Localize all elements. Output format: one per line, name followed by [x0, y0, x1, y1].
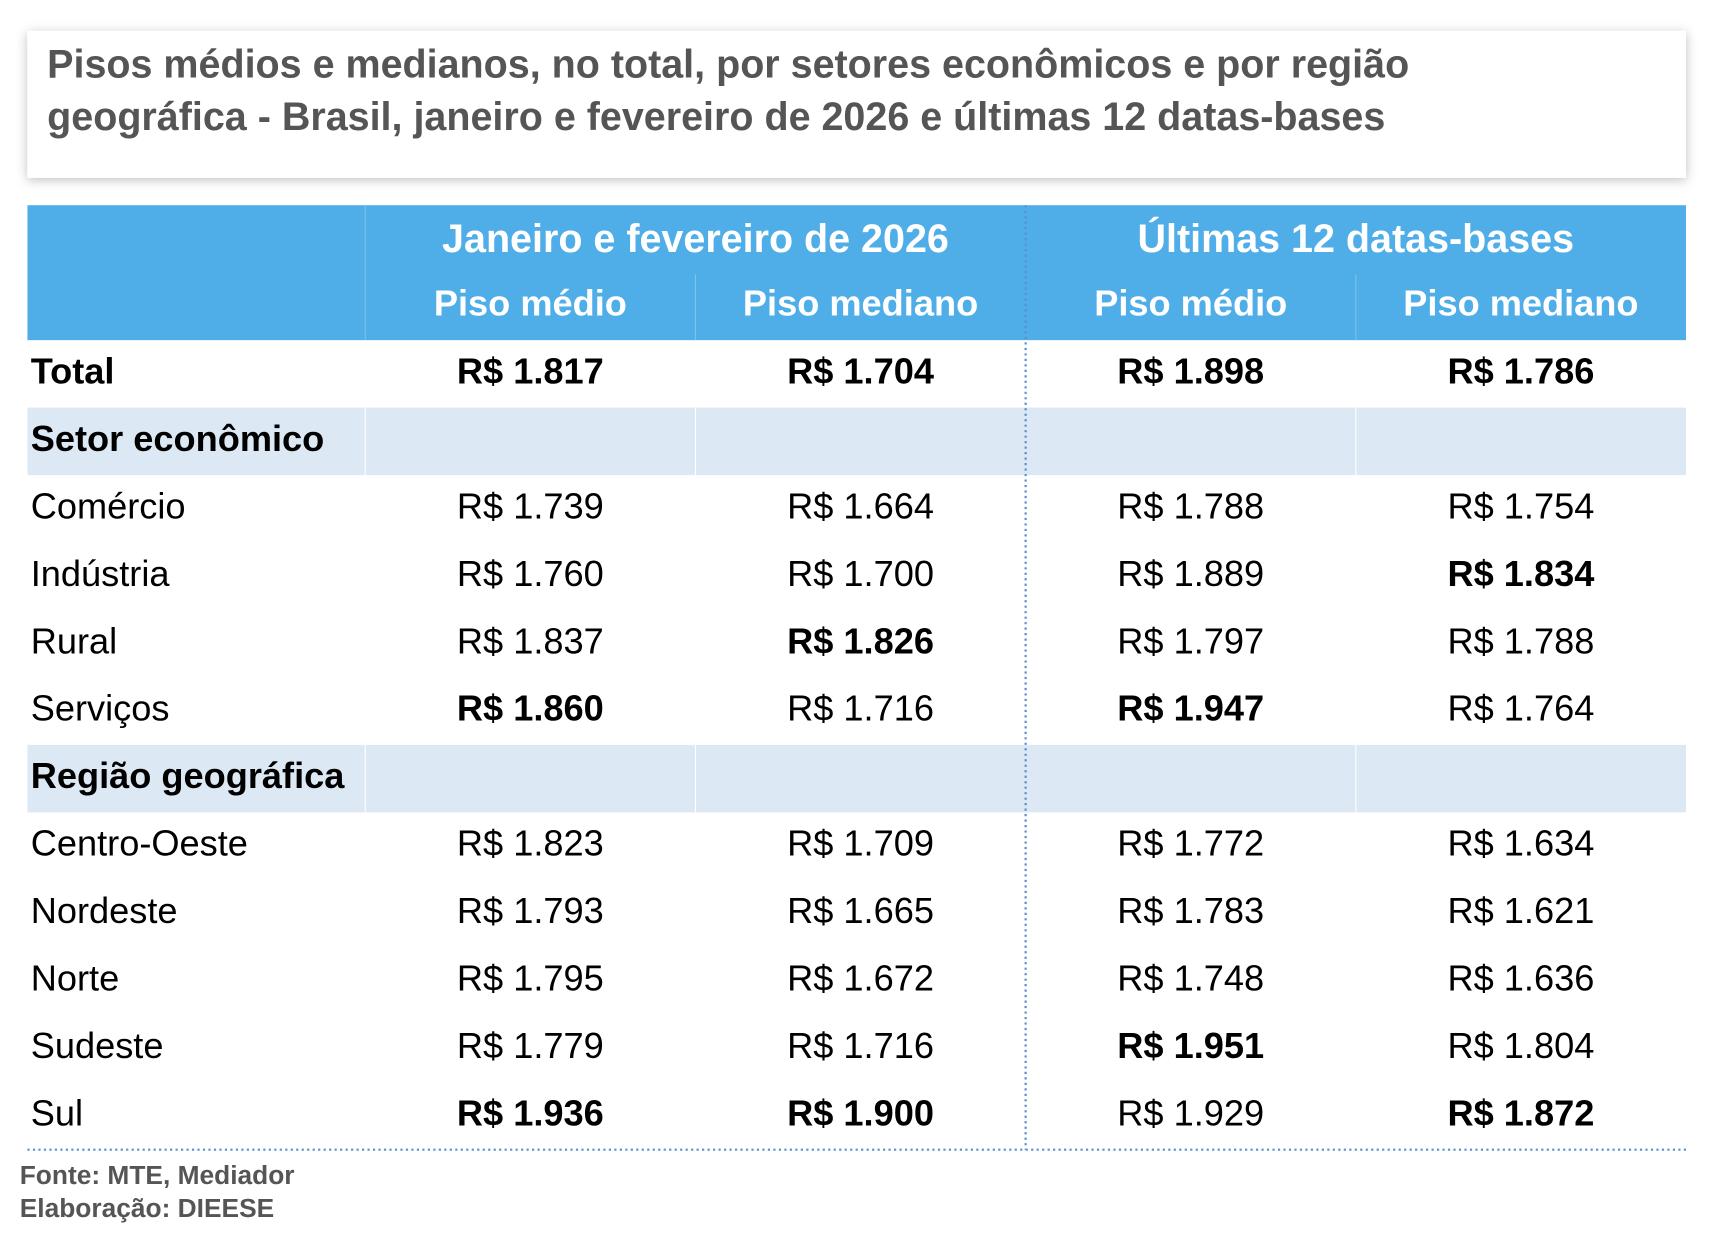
cell-value: R$ 1.764: [1447, 688, 1594, 729]
section-band: [27, 744, 1686, 813]
cell-value: R$ 1.704: [787, 350, 934, 391]
cell-value: R$ 1.716: [787, 688, 934, 729]
cell-value: R$ 1.716: [787, 1025, 934, 1066]
row-label: Sul: [31, 1093, 83, 1134]
cell-value: R$ 1.837: [457, 620, 604, 661]
section-label: Setor econômico: [31, 418, 325, 459]
cell-value: R$ 1.929: [1117, 1093, 1264, 1134]
header-band: [27, 205, 1686, 341]
group-header: Janeiro e fevereiro de 2026: [442, 217, 949, 261]
cell-value: R$ 1.788: [1447, 620, 1594, 661]
column-header: Piso mediano: [743, 283, 978, 324]
credit: Elaboração: DIEESE: [20, 1193, 274, 1223]
group-header: Últimas 12 datas-bases: [1138, 217, 1575, 261]
cell-value: R$ 1.621: [1447, 890, 1594, 931]
cell-value: R$ 1.834: [1447, 553, 1594, 594]
cell-value: R$ 1.754: [1447, 485, 1594, 526]
row-label: Serviços: [31, 688, 170, 729]
section-band: [27, 407, 1686, 476]
cell-value: R$ 1.760: [457, 553, 604, 594]
column-header: Piso médio: [1094, 283, 1287, 324]
cell-value: R$ 1.709: [787, 823, 934, 864]
title-line: geográfica - Brasil, janeiro e fevereiro…: [47, 95, 1385, 139]
cell-value: R$ 1.797: [1117, 620, 1264, 661]
row-label: Norte: [31, 958, 120, 999]
cell-value: R$ 1.788: [1117, 485, 1264, 526]
column-header: Piso médio: [434, 283, 627, 324]
cell-value: R$ 1.826: [787, 620, 934, 661]
cell-value: R$ 1.700: [787, 553, 934, 594]
cell-value: R$ 1.947: [1117, 688, 1264, 729]
cell-value: R$ 1.804: [1447, 1025, 1594, 1066]
cell-value: R$ 1.779: [457, 1025, 604, 1066]
row-label: Comércio: [31, 485, 186, 526]
cell-value: R$ 1.823: [457, 823, 604, 864]
column-header: Piso mediano: [1403, 283, 1638, 324]
cell-value: R$ 1.772: [1117, 823, 1264, 864]
cell-value: R$ 1.786: [1447, 350, 1594, 391]
table-body: Total R$ 1.817 R$ 1.704 R$ 1.898 R$ 1.786 Set…: [27, 350, 1686, 1134]
cell-value: R$ 1.889: [1117, 553, 1264, 594]
cell-value: R$ 1.872: [1447, 1093, 1594, 1134]
cell-value: R$ 1.898: [1117, 350, 1264, 391]
cell-value: R$ 1.739: [457, 485, 604, 526]
row-label: Rural: [31, 620, 117, 661]
cell-value: R$ 1.860: [457, 688, 604, 729]
cell-value: R$ 1.793: [457, 890, 604, 931]
cell-value: R$ 1.795: [457, 958, 604, 999]
cell-value: R$ 1.672: [787, 958, 934, 999]
row-label: Total: [31, 350, 115, 391]
row-label: Sudeste: [31, 1025, 164, 1066]
source: Fonte: MTE, Mediador: [20, 1160, 295, 1190]
cell-value: R$ 1.636: [1447, 958, 1594, 999]
cell-value: R$ 1.748: [1117, 958, 1264, 999]
title-line: Pisos médios e medianos, no total, por s…: [47, 42, 1409, 86]
cell-value: R$ 1.951: [1117, 1025, 1264, 1066]
cell-value: R$ 1.664: [787, 485, 934, 526]
section-label: Região geográfica: [31, 755, 346, 796]
cell-value: R$ 1.783: [1117, 890, 1264, 931]
row-label: Nordeste: [31, 890, 178, 931]
cell-value: R$ 1.665: [787, 890, 934, 931]
row-label: Indústria: [31, 553, 171, 594]
cell-value: R$ 1.817: [457, 350, 604, 391]
cell-value: R$ 1.936: [457, 1093, 604, 1134]
row-label: Centro-Oeste: [31, 823, 248, 864]
cell-value: R$ 1.900: [787, 1093, 934, 1134]
cell-value: R$ 1.634: [1447, 823, 1594, 864]
title-box: [27, 30, 1686, 178]
